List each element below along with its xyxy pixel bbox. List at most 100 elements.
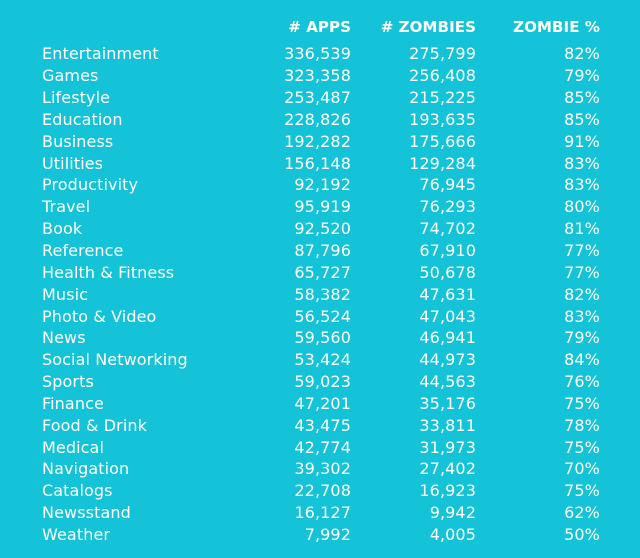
table-row: Weather 7,992 4,005 50% bbox=[42, 524, 600, 546]
category-cell: Navigation bbox=[42, 459, 130, 479]
table-row: Travel 95,919 76,293 80% bbox=[42, 196, 600, 218]
zombies-cell: 47,631 bbox=[419, 284, 476, 304]
zombie-pct-cell: 75% bbox=[564, 393, 600, 413]
category-cell: Reference bbox=[42, 241, 124, 261]
zombie-pct-cell: 78% bbox=[564, 415, 600, 435]
table-row: Catalogs 22,708 16,923 75% bbox=[42, 480, 600, 502]
table-row: Food & Drink 43,475 33,811 78% bbox=[42, 414, 600, 436]
apps-cell: 336,539 bbox=[284, 44, 351, 64]
apps-cell: 323,358 bbox=[284, 66, 351, 86]
zombies-cell: 9,942 bbox=[429, 503, 476, 523]
apps-cell: 92,192 bbox=[294, 175, 351, 195]
table-row: Sports 59,023 44,563 76% bbox=[42, 371, 600, 393]
category-cell: Book bbox=[42, 219, 83, 239]
table-row: Reference 87,796 67,910 77% bbox=[42, 240, 600, 262]
table-row: Games 323,358 256,408 79% bbox=[42, 65, 600, 87]
category-cell: Catalogs bbox=[42, 481, 113, 501]
zombie-pct-cell: 77% bbox=[564, 241, 600, 261]
zombie-pct-cell: 83% bbox=[564, 153, 600, 173]
zombie-pct-cell: 82% bbox=[564, 44, 600, 64]
category-cell: Lifestyle bbox=[42, 88, 111, 108]
apps-cell: 95,919 bbox=[294, 197, 351, 217]
apps-cell: 22,708 bbox=[294, 481, 351, 501]
zombie-pct-cell: 62% bbox=[564, 503, 600, 523]
table-row: Education 228,826 193,635 85% bbox=[42, 109, 600, 131]
category-cell: Productivity bbox=[42, 175, 139, 195]
apps-cell: 228,826 bbox=[284, 109, 351, 129]
zombies-cell: 215,225 bbox=[409, 88, 476, 108]
apps-cell: 43,475 bbox=[294, 415, 351, 435]
apps-cell: 253,487 bbox=[284, 88, 351, 108]
table-body: Entertainment 336,539 275,799 82% Games 323,3… bbox=[42, 43, 600, 545]
zombies-cell: 46,941 bbox=[419, 328, 476, 348]
apps-cell: 7,992 bbox=[304, 524, 351, 544]
category-cell: Games bbox=[42, 66, 99, 86]
table-row: Lifestyle 253,487 215,225 85% bbox=[42, 87, 600, 109]
table-row: Utilities 156,148 129,284 83% bbox=[42, 152, 600, 174]
table-row: Business 192,282 175,666 91% bbox=[42, 130, 600, 152]
category-cell: Education bbox=[42, 109, 123, 129]
table-row: Health & Fitness 65,727 50,678 77% bbox=[42, 261, 600, 283]
zombies-cell: 50,678 bbox=[419, 262, 476, 282]
table-header: # APPS # ZOMBIES ZOMBIE % bbox=[42, 14, 600, 40]
apps-cell: 56,524 bbox=[294, 306, 351, 326]
zombie-pct-cell: 50% bbox=[564, 524, 600, 544]
table-row: Navigation 39,302 27,402 70% bbox=[42, 458, 600, 480]
zombie-pct-cell: 83% bbox=[564, 306, 600, 326]
zombie-pct-cell: 80% bbox=[564, 197, 600, 217]
table-row: News 59,560 46,941 79% bbox=[42, 327, 600, 349]
header-zombie-pct: ZOMBIE % bbox=[513, 18, 600, 36]
header-zombies: # ZOMBIES bbox=[380, 18, 476, 36]
apps-cell: 87,796 bbox=[294, 241, 351, 261]
zombies-cell: 256,408 bbox=[409, 66, 476, 86]
apps-cell: 59,560 bbox=[294, 328, 351, 348]
apps-cell: 16,127 bbox=[294, 503, 351, 523]
apps-cell: 156,148 bbox=[284, 153, 351, 173]
apps-cell: 92,520 bbox=[294, 219, 351, 239]
category-cell: Finance bbox=[42, 393, 104, 413]
apps-cell: 42,774 bbox=[294, 437, 351, 457]
apps-cell: 39,302 bbox=[294, 459, 351, 479]
zombies-cell: 27,402 bbox=[419, 459, 476, 479]
zombies-cell: 193,635 bbox=[409, 109, 476, 129]
category-cell: Health & Fitness bbox=[42, 262, 175, 282]
zombies-cell: 44,973 bbox=[419, 350, 476, 370]
zombies-cell: 44,563 bbox=[419, 372, 476, 392]
apps-cell: 58,382 bbox=[294, 284, 351, 304]
zombie-pct-cell: 70% bbox=[564, 459, 600, 479]
zombie-pct-cell: 84% bbox=[564, 350, 600, 370]
zombies-cell: 76,945 bbox=[419, 175, 476, 195]
zombies-cell: 175,666 bbox=[409, 131, 476, 151]
category-cell: Food & Drink bbox=[42, 415, 147, 435]
zombies-cell: 275,799 bbox=[409, 44, 476, 64]
category-cell: Medical bbox=[42, 437, 104, 457]
zombie-pct-cell: 85% bbox=[564, 88, 600, 108]
category-cell: Newsstand bbox=[42, 503, 131, 523]
zombie-pct-cell: 75% bbox=[564, 437, 600, 457]
category-cell: News bbox=[42, 328, 86, 348]
zombie-apps-table: # APPS # ZOMBIES ZOMBIE % Entertainment 3… bbox=[42, 14, 600, 545]
zombie-pct-cell: 83% bbox=[564, 175, 600, 195]
category-cell: Business bbox=[42, 131, 114, 151]
category-cell: Social Networking bbox=[42, 350, 188, 370]
table-row: Music 58,382 47,631 82% bbox=[42, 283, 600, 305]
zombie-pct-cell: 79% bbox=[564, 328, 600, 348]
zombies-cell: 16,923 bbox=[419, 481, 476, 501]
apps-cell: 53,424 bbox=[294, 350, 351, 370]
apps-cell: 192,282 bbox=[284, 131, 351, 151]
table-row: Entertainment 336,539 275,799 82% bbox=[42, 43, 600, 65]
zombies-cell: 76,293 bbox=[419, 197, 476, 217]
table-row: Book 92,520 74,702 81% bbox=[42, 218, 600, 240]
zombies-cell: 47,043 bbox=[419, 306, 476, 326]
apps-cell: 59,023 bbox=[294, 372, 351, 392]
category-cell: Travel bbox=[42, 197, 91, 217]
table-row: Newsstand 16,127 9,942 62% bbox=[42, 502, 600, 524]
apps-cell: 65,727 bbox=[294, 262, 351, 282]
zombies-cell: 33,811 bbox=[419, 415, 476, 435]
category-cell: Entertainment bbox=[42, 44, 159, 64]
zombie-pct-cell: 85% bbox=[564, 109, 600, 129]
category-cell: Music bbox=[42, 284, 89, 304]
zombies-cell: 129,284 bbox=[409, 153, 476, 173]
table-row: Finance 47,201 35,176 75% bbox=[42, 393, 600, 415]
zombies-cell: 67,910 bbox=[419, 241, 476, 261]
